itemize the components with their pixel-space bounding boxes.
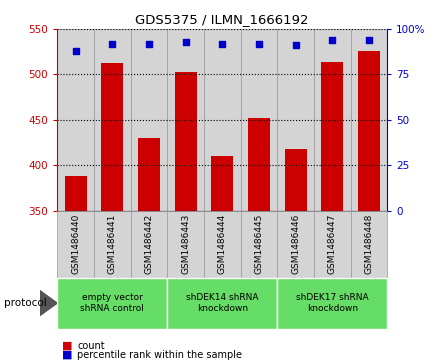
- Text: GSM1486446: GSM1486446: [291, 214, 300, 274]
- Bar: [204, 29, 241, 211]
- Bar: [285, 149, 307, 363]
- FancyBboxPatch shape: [131, 211, 167, 278]
- Point: [109, 41, 116, 46]
- FancyBboxPatch shape: [314, 211, 351, 278]
- Point: [255, 41, 262, 46]
- Bar: [277, 29, 314, 211]
- Point: [145, 41, 152, 46]
- Polygon shape: [40, 290, 57, 316]
- Bar: [358, 51, 380, 363]
- Bar: [321, 62, 343, 363]
- FancyBboxPatch shape: [167, 278, 277, 329]
- Text: count: count: [77, 340, 105, 351]
- Bar: [175, 72, 197, 363]
- Bar: [241, 29, 277, 211]
- Bar: [314, 29, 351, 211]
- FancyBboxPatch shape: [204, 211, 241, 278]
- FancyBboxPatch shape: [94, 211, 131, 278]
- FancyBboxPatch shape: [277, 278, 387, 329]
- FancyBboxPatch shape: [57, 278, 167, 329]
- Text: ■: ■: [62, 350, 72, 360]
- Bar: [101, 62, 123, 363]
- Text: GSM1486440: GSM1486440: [71, 214, 80, 274]
- Bar: [94, 29, 131, 211]
- Point: [72, 48, 79, 54]
- Bar: [57, 29, 94, 211]
- Text: shDEK17 shRNA
knockdown: shDEK17 shRNA knockdown: [296, 293, 369, 313]
- FancyBboxPatch shape: [241, 211, 277, 278]
- Text: GSM1486447: GSM1486447: [328, 214, 337, 274]
- Text: percentile rank within the sample: percentile rank within the sample: [77, 350, 242, 360]
- Text: GSM1486448: GSM1486448: [364, 214, 374, 274]
- Text: GSM1486444: GSM1486444: [218, 214, 227, 274]
- Point: [329, 37, 336, 43]
- Point: [365, 37, 372, 43]
- Title: GDS5375 / ILMN_1666192: GDS5375 / ILMN_1666192: [136, 13, 309, 26]
- Bar: [248, 118, 270, 363]
- Point: [292, 42, 299, 48]
- Point: [219, 41, 226, 46]
- Bar: [211, 156, 233, 363]
- FancyBboxPatch shape: [57, 211, 94, 278]
- Text: shDEK14 shRNA
knockdown: shDEK14 shRNA knockdown: [186, 293, 258, 313]
- Bar: [138, 138, 160, 363]
- Bar: [167, 29, 204, 211]
- Bar: [131, 29, 167, 211]
- Text: protocol: protocol: [4, 298, 47, 308]
- Text: ■: ■: [62, 340, 72, 351]
- FancyBboxPatch shape: [351, 211, 387, 278]
- Bar: [65, 176, 87, 363]
- FancyBboxPatch shape: [167, 211, 204, 278]
- Bar: [351, 29, 387, 211]
- FancyBboxPatch shape: [277, 211, 314, 278]
- Text: empty vector
shRNA control: empty vector shRNA control: [80, 293, 144, 313]
- Text: GSM1486445: GSM1486445: [254, 214, 264, 274]
- Point: [182, 39, 189, 45]
- Text: GSM1486443: GSM1486443: [181, 214, 190, 274]
- Text: GSM1486441: GSM1486441: [108, 214, 117, 274]
- Text: GSM1486442: GSM1486442: [144, 214, 154, 274]
